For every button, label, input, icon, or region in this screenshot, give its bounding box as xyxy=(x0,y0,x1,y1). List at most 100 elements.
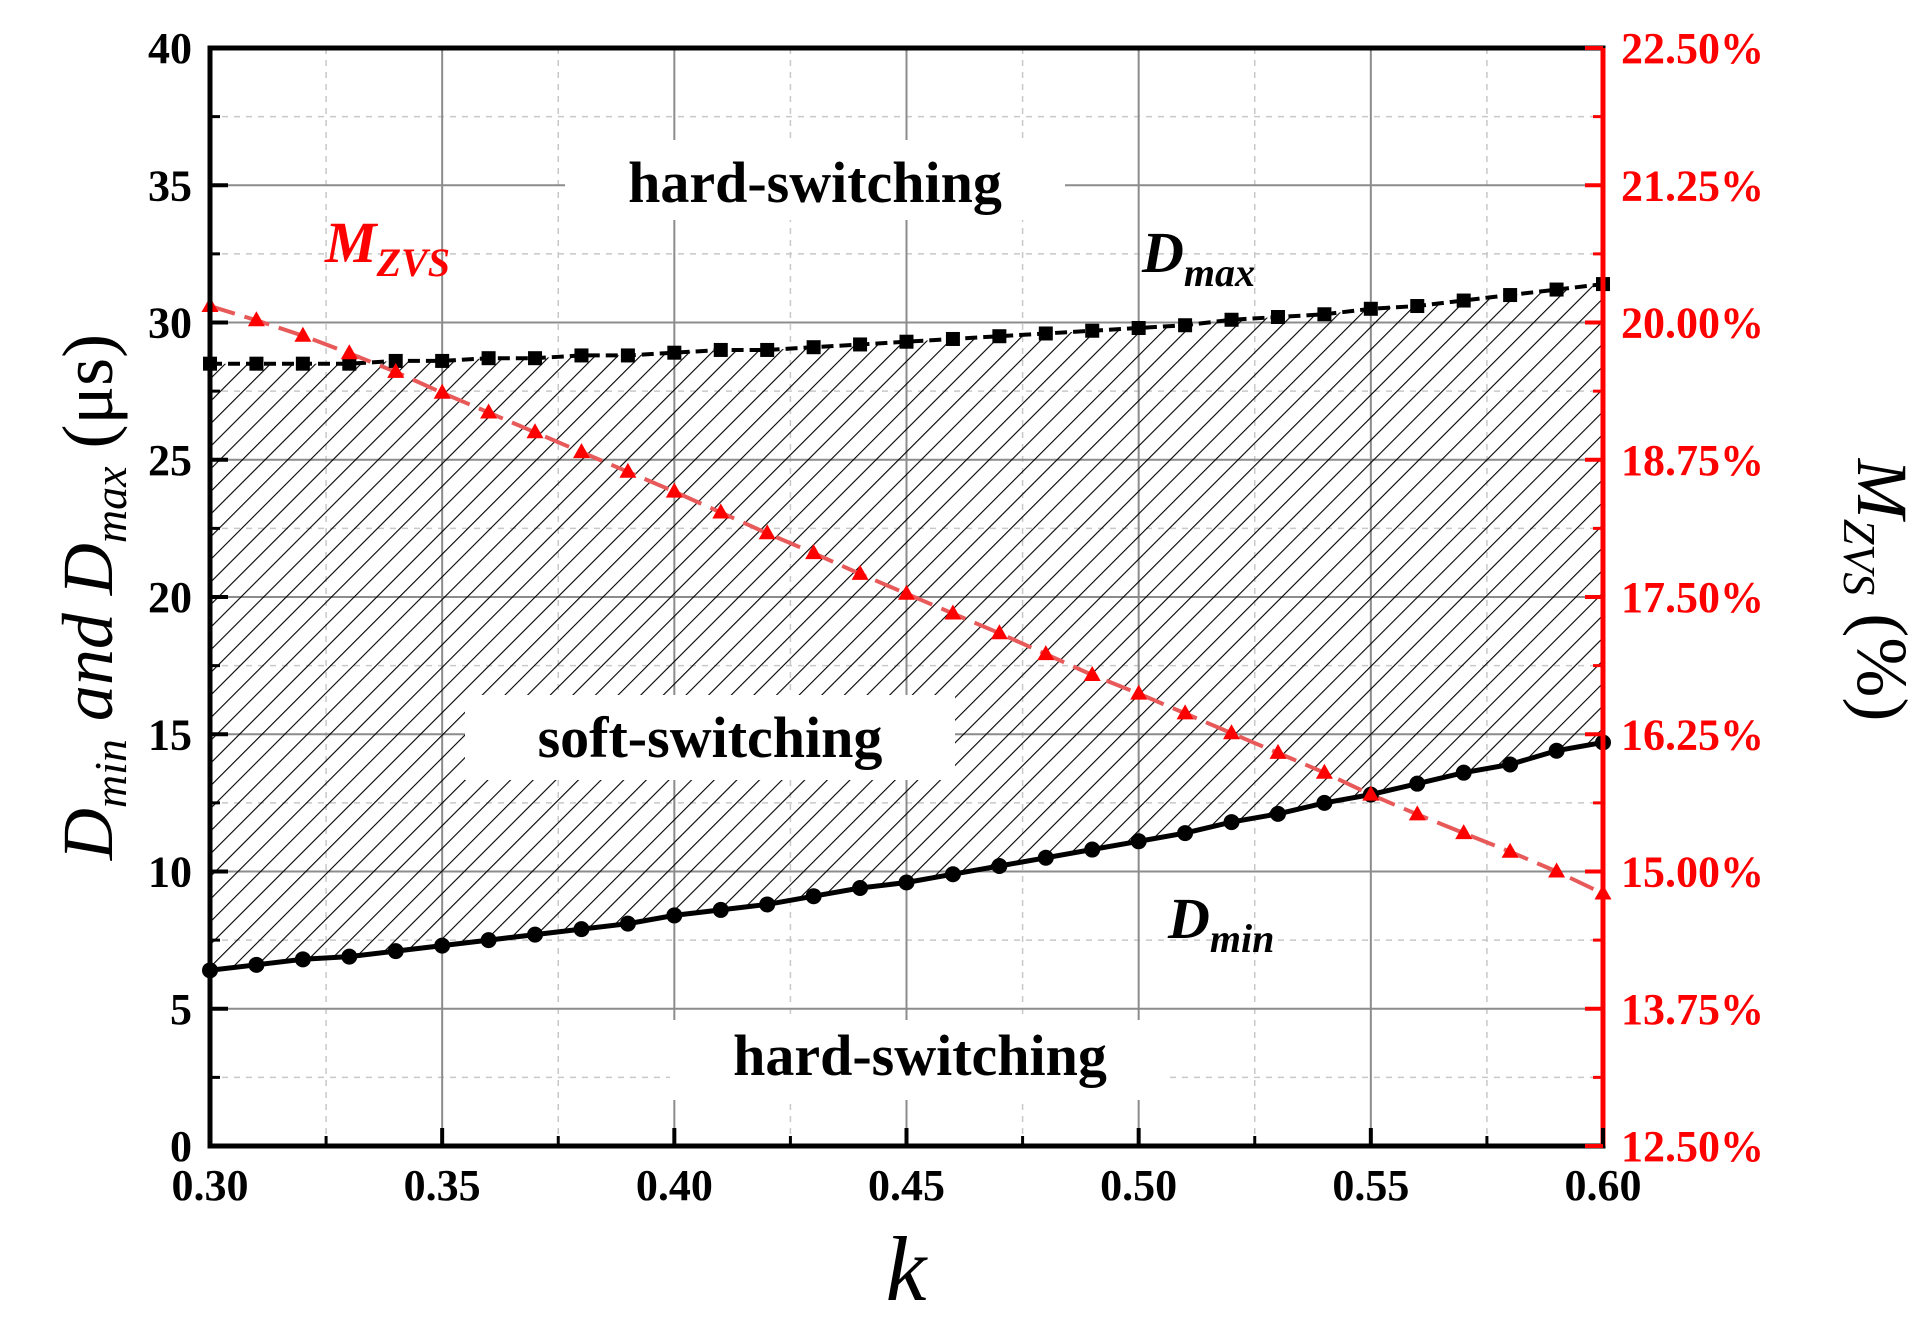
mzvs-point xyxy=(851,564,869,580)
dmax-point xyxy=(1131,320,1146,335)
mzvs-point xyxy=(480,403,498,419)
dmin-point xyxy=(944,866,961,883)
dmax-curve-label: Dmax xyxy=(1141,220,1255,295)
mzvs-point xyxy=(1269,743,1287,759)
dmin-point xyxy=(1223,814,1240,831)
y-right-tick-label: 15.00% xyxy=(1621,848,1764,897)
y-left-tick-label: 0 xyxy=(170,1122,192,1171)
y-left-tick-label: 35 xyxy=(148,161,192,210)
dmax-point xyxy=(1549,282,1564,297)
dmin-curve-label: Dmin xyxy=(1167,886,1274,961)
dmax-point xyxy=(806,340,821,355)
dmax-point xyxy=(1224,312,1239,327)
mzvs-point xyxy=(247,311,265,327)
markers-layer xyxy=(201,277,1612,979)
mzvs-point xyxy=(1501,842,1519,858)
mzvs-point xyxy=(712,503,730,519)
hard-switching-bottom-label-bg xyxy=(670,1020,1170,1100)
mzvs-point xyxy=(387,362,405,378)
dmax-point xyxy=(1456,293,1471,308)
y-left-tick-label: 15 xyxy=(148,710,192,759)
dmax-point xyxy=(945,331,960,346)
dmax-point xyxy=(1363,301,1378,316)
mzvs-point xyxy=(1037,645,1055,661)
dmin-point xyxy=(805,888,822,905)
dmin-point xyxy=(898,874,915,891)
mzvs-point xyxy=(1548,862,1566,878)
mzvs-point xyxy=(433,383,451,399)
hard-switching-top-label-bg xyxy=(565,140,1065,220)
mzvs-point xyxy=(1362,785,1380,801)
mzvs-curve-label: MZVS xyxy=(324,210,450,285)
dmin-point xyxy=(1084,841,1101,858)
x-tick-label: 0.45 xyxy=(868,1161,945,1210)
y-right-tick-label: 20.00% xyxy=(1621,299,1764,348)
dmin-point xyxy=(852,879,869,896)
mzvs-point xyxy=(805,544,823,560)
x-axis-title: k xyxy=(886,1218,929,1320)
dmin-point xyxy=(1316,794,1333,811)
mzvs-point xyxy=(990,624,1008,640)
x-tick-label: 0.40 xyxy=(636,1161,713,1210)
mzvs-point xyxy=(294,326,312,342)
dmin-point xyxy=(1269,805,1286,822)
dmax-point xyxy=(713,342,728,357)
y-left-tick-label: 20 xyxy=(148,573,192,622)
y-right-tick-label: 12.50% xyxy=(1621,1122,1764,1171)
dmin-point xyxy=(1177,825,1194,842)
dmin-point xyxy=(991,858,1008,875)
dmin-point xyxy=(341,948,358,965)
dmax-point xyxy=(760,342,775,357)
dmax-point xyxy=(620,348,635,363)
mzvs-point xyxy=(340,344,358,360)
dmax-point xyxy=(249,356,264,371)
y-left-tick-label: 5 xyxy=(170,985,192,1034)
dmin-point xyxy=(527,926,544,943)
x-tick-label: 0.60 xyxy=(1565,1161,1642,1210)
y-left-tick-label: 40 xyxy=(148,24,192,73)
x-tick-label: 0.35 xyxy=(404,1161,481,1210)
mzvs-point xyxy=(1176,704,1194,720)
soft-switching-region xyxy=(210,284,1603,971)
dmax-point xyxy=(853,337,868,352)
mzvs-point xyxy=(1455,824,1473,840)
dmax-point xyxy=(1410,299,1425,314)
mzvs-point xyxy=(1223,724,1240,740)
y-left-tick-label: 25 xyxy=(148,436,192,485)
dmin-point xyxy=(1409,775,1426,792)
dmax-point xyxy=(1038,326,1053,341)
dmin-point xyxy=(1037,849,1054,866)
dmin-point xyxy=(1502,756,1519,773)
y-right-tick-label: 16.25% xyxy=(1621,710,1764,759)
dmax-point xyxy=(1270,310,1285,325)
dmax-point xyxy=(1503,288,1518,303)
dmax-point xyxy=(899,334,914,349)
mzvs-point xyxy=(1083,666,1101,681)
y-right-tick-label: 17.50% xyxy=(1621,573,1764,622)
dmax-point xyxy=(435,353,450,368)
dmin-point xyxy=(573,921,590,938)
soft-switching-label: soft-switching xyxy=(538,705,883,770)
dmin-point xyxy=(619,915,636,932)
mzvs-point xyxy=(1130,684,1148,700)
dmin-point xyxy=(248,956,265,973)
soft-switching-label-bg xyxy=(465,695,955,780)
left-axis-title: Dmin and Dmax (μs) xyxy=(48,334,136,861)
y-right-tick-label: 22.50% xyxy=(1621,24,1764,73)
dmin-point xyxy=(666,907,683,924)
dmax-point xyxy=(388,353,403,368)
y-right-tick-label: 21.25% xyxy=(1621,161,1764,210)
hard-switching-top-label: hard-switching xyxy=(628,150,1002,215)
x-tick-label: 0.50 xyxy=(1100,1161,1177,1210)
dmin-point xyxy=(294,951,311,968)
mzvs-point xyxy=(1408,805,1426,821)
dmax-point xyxy=(295,356,310,371)
y-left-tick-label: 30 xyxy=(148,299,192,348)
y-right-tick-label: 13.75% xyxy=(1621,985,1764,1034)
dmax-point xyxy=(1317,307,1332,322)
dmin-point xyxy=(1548,742,1565,759)
mzvs-point xyxy=(619,462,637,478)
dmax-point xyxy=(1085,323,1100,338)
x-tick-label: 0.30 xyxy=(172,1161,249,1210)
